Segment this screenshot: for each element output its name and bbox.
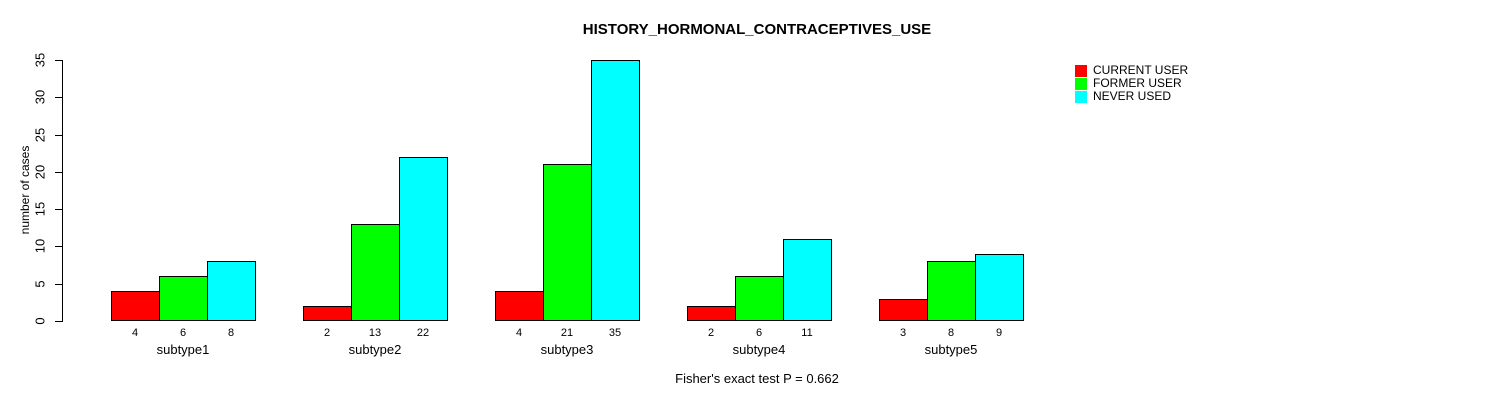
y-axis-tick-label: 0 (32, 317, 48, 325)
bar-subtype5-former-user (927, 261, 976, 321)
x-category-label: subtype3 (540, 342, 594, 357)
legend-label: NEVER USED (1093, 89, 1172, 103)
bar-value-label: 11 (801, 327, 813, 339)
bar-subtype3-current-user (495, 291, 544, 321)
y-axis-tick (55, 97, 62, 99)
bar-subtype2-former-user (351, 224, 400, 321)
x-category-label: subtype4 (732, 342, 786, 357)
y-axis-tick (55, 60, 62, 61)
bar-value-label: 6 (755, 327, 763, 339)
bar-value-label: 3 (899, 327, 907, 339)
bar-value-label: 9 (995, 327, 1003, 339)
bar-value-label: 2 (323, 327, 331, 339)
y-axis-tick-label: 25 (32, 127, 48, 142)
y-axis-tick-label: 35 (32, 52, 48, 68)
x-category-label: subtype2 (348, 342, 402, 357)
bar-value-label: 22 (416, 327, 430, 339)
legend-label: FORMER USER (1093, 76, 1182, 90)
footer-note: Fisher's exact test P = 0.662 (675, 371, 839, 386)
y-axis-tick (55, 246, 62, 248)
bar-subtype1-former-user (159, 276, 208, 321)
bar-subtype4-current-user (687, 306, 736, 321)
y-axis-tick-label: 15 (32, 201, 48, 217)
bar-subtype3-never-used (591, 60, 640, 321)
legend-item: CURRENT USER (1075, 64, 1188, 77)
y-axis-line (62, 60, 63, 322)
bar-subtype2-current-user (303, 306, 352, 321)
legend-swatch (1075, 64, 1087, 77)
bar-value-label: 8 (227, 327, 235, 339)
legend: CURRENT USER FORMER USER NEVER USED (1075, 64, 1188, 103)
bar-subtype5-current-user (879, 299, 928, 321)
bar-value-label: 4 (515, 327, 523, 339)
legend-item: FORMER USER (1075, 77, 1188, 90)
legend-swatch (1075, 90, 1087, 103)
chart-title: HISTORY_HORMONAL_CONTRACEPTIVES_USE (582, 21, 932, 38)
bar-subtype5-never-used (975, 254, 1024, 321)
bar-value-label: 4 (131, 327, 139, 339)
y-axis-tick (55, 171, 62, 173)
bar-value-label: 8 (947, 327, 955, 339)
legend-swatch (1075, 77, 1087, 90)
bar-value-label: 21 (560, 327, 574, 339)
y-axis-tick-label: 20 (32, 164, 48, 180)
bar-subtype1-never-used (207, 261, 256, 321)
x-category-label: subtype5 (924, 342, 978, 357)
bar-value-label: 35 (608, 327, 622, 339)
y-axis-tick (55, 134, 62, 136)
y-axis-tick-label: 30 (32, 90, 48, 105)
bar-subtype4-never-used (783, 239, 832, 321)
bar-subtype4-former-user (735, 276, 784, 321)
y-axis-tick (55, 209, 62, 211)
x-category-label: subtype1 (156, 342, 210, 357)
y-axis-tick-label: 5 (32, 280, 48, 288)
y-axis-tick (55, 321, 62, 322)
bar-subtype3-former-user (543, 164, 592, 321)
bar-value-label: 13 (368, 327, 382, 339)
bar-subtype1-current-user (111, 291, 160, 321)
legend-item: NEVER USED (1075, 90, 1188, 103)
y-axis-tick-label: 10 (32, 239, 48, 254)
y-axis-tick (55, 283, 62, 285)
bar-value-label: 6 (179, 327, 187, 339)
legend-label: CURRENT USER (1093, 63, 1189, 77)
bar-subtype2-never-used (399, 157, 448, 321)
bar-value-label: 2 (707, 327, 715, 339)
y-axis-label: number of cases (18, 145, 32, 235)
